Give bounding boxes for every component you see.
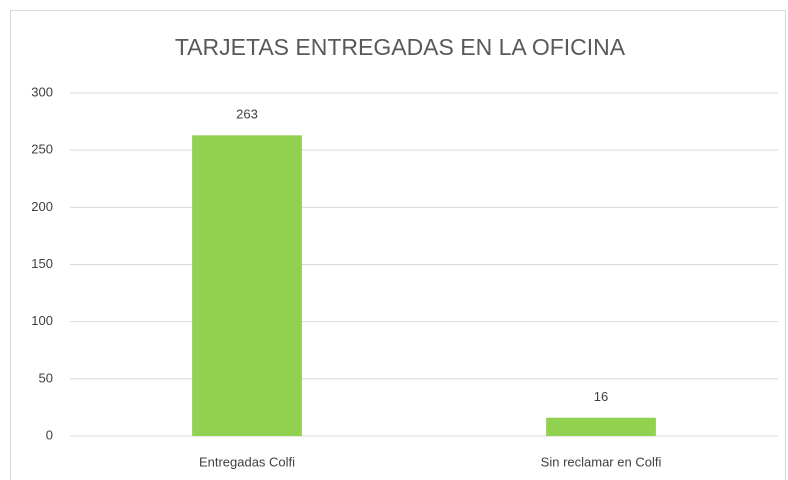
data-label: 263 — [236, 107, 258, 122]
y-tick-label: 150 — [31, 256, 53, 271]
y-tick-label: 300 — [31, 84, 53, 99]
y-tick-label: 50 — [39, 370, 53, 385]
data-label: 16 — [594, 389, 608, 404]
bar — [546, 417, 656, 436]
x-tick-label: Entregadas Colfi — [199, 454, 295, 469]
chart-frame — [10, 10, 786, 480]
bar — [192, 135, 302, 436]
y-tick-label: 0 — [46, 427, 53, 442]
y-tick-label: 250 — [31, 142, 53, 157]
y-tick-label: 100 — [31, 313, 53, 328]
x-tick-label: Sin reclamar en Colfi — [541, 454, 662, 469]
y-tick-label: 200 — [31, 199, 53, 214]
chart-title: TARJETAS ENTREGADAS EN LA OFICINA — [175, 34, 626, 60]
